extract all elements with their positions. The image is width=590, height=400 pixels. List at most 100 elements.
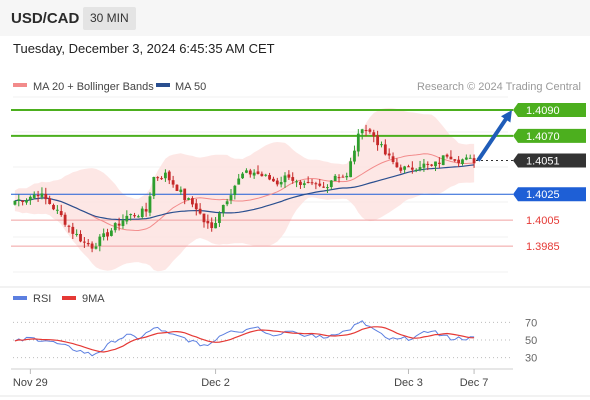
x-tick-label: Dec 2 — [201, 377, 230, 389]
candle-body — [113, 223, 117, 231]
candle-body — [422, 163, 426, 168]
target-arrow-shaft — [476, 114, 510, 162]
candle-body — [337, 177, 341, 179]
candle-body — [221, 204, 225, 213]
candle-body — [248, 170, 252, 175]
candle-body — [364, 130, 368, 132]
candle-body — [245, 170, 248, 173]
candle-body — [25, 200, 28, 203]
candle-body — [418, 167, 422, 170]
rsi-legend: RSI 9MA — [13, 293, 105, 305]
candle-body — [160, 178, 163, 180]
candle-body — [260, 173, 264, 177]
candle-body — [410, 167, 414, 170]
candle-body — [67, 225, 71, 227]
rsi-tick-label: 30 — [525, 353, 537, 365]
candle-body — [106, 232, 109, 237]
candle-body — [461, 159, 464, 164]
candle-body — [102, 233, 106, 238]
candle-body — [360, 129, 364, 134]
candle-body — [256, 171, 260, 174]
candle-body — [372, 132, 376, 137]
candle-body — [383, 144, 387, 155]
rsi-panel: 70 50 30 — [13, 317, 537, 365]
candle-body — [333, 175, 337, 181]
candle-body — [71, 226, 75, 234]
level-label-1.4070: 1.4070 — [526, 131, 560, 143]
x-tick-label: Dec 7 — [460, 377, 489, 389]
candle-body — [329, 180, 333, 188]
level-tag-1.4070 — [513, 128, 586, 143]
candle-body — [445, 154, 449, 157]
candle-body — [156, 177, 160, 179]
candle-body — [125, 215, 129, 222]
candlesticks — [13, 124, 476, 253]
datetime-label: Tuesday, December 3, 2024 6:45:35 AM CET — [13, 41, 275, 56]
candle-body — [152, 177, 156, 197]
candle-body — [94, 246, 98, 249]
candle-body — [148, 196, 152, 213]
candle-body — [187, 198, 190, 200]
candle-body — [403, 166, 407, 170]
candle-body — [457, 159, 461, 163]
timeframe-button[interactable]: 30 MIN — [83, 7, 136, 30]
candle-body — [310, 182, 314, 184]
candle-body — [441, 155, 445, 166]
candle-body — [349, 161, 353, 178]
candle-body — [206, 220, 210, 224]
candle-body — [225, 201, 229, 205]
candle-body — [345, 175, 349, 178]
candle-body — [399, 167, 403, 171]
candle-body — [318, 183, 322, 186]
level-lines — [11, 108, 513, 247]
level-label-1.3985: 1.3985 — [526, 241, 560, 253]
candle-body — [326, 187, 329, 189]
candle-body — [175, 184, 179, 192]
ma20-legend-label: MA 20 + Bollinger Bands — [33, 81, 154, 93]
candle-body — [287, 174, 291, 178]
title-bar: USD/CAD 30 MIN — [0, 0, 590, 36]
candle-body — [109, 230, 113, 236]
candle-body — [75, 233, 79, 235]
level-label-1.4051: 1.4051 — [526, 156, 560, 168]
candle-body — [472, 158, 476, 164]
candle-body — [464, 157, 468, 160]
candle-body — [437, 162, 441, 164]
ma50-line — [14, 164, 475, 221]
candle-body — [218, 213, 221, 223]
rsi-tick-label: 70 — [525, 317, 537, 329]
candle-body — [430, 164, 434, 166]
candle-body — [264, 174, 268, 176]
candle-body — [453, 159, 457, 161]
candle-body — [314, 183, 318, 185]
candle-body — [28, 196, 32, 201]
candle-body — [356, 133, 360, 152]
candle-body — [13, 200, 17, 205]
level-tag-1.4090 — [513, 102, 586, 117]
candle-body — [233, 185, 237, 196]
candle-body — [171, 180, 175, 185]
candle-body — [133, 215, 136, 217]
rsi-ma-swatch — [62, 296, 76, 300]
candle-body — [407, 166, 410, 168]
candle-body — [237, 178, 241, 185]
level-tag-1.4051 — [513, 153, 586, 168]
candle-body — [210, 222, 214, 229]
candle-body — [302, 183, 306, 186]
candle-body — [36, 194, 40, 197]
candle-body — [434, 161, 437, 167]
candle-body — [164, 172, 167, 179]
candle-body — [167, 171, 171, 181]
level-label-1.4005: 1.4005 — [526, 215, 560, 227]
candle-body — [229, 195, 233, 201]
candle-body — [295, 181, 298, 183]
candle-body — [414, 169, 418, 171]
candle-body — [59, 211, 63, 216]
candle-body — [214, 222, 217, 229]
candle-body — [449, 156, 453, 160]
candle-body — [198, 208, 202, 214]
candle-body — [179, 189, 183, 192]
candle-body — [202, 213, 206, 223]
x-axis: Nov 29 Dec 2 Dec 3 Dec 7 — [0, 286, 590, 397]
candle-body — [252, 172, 256, 176]
